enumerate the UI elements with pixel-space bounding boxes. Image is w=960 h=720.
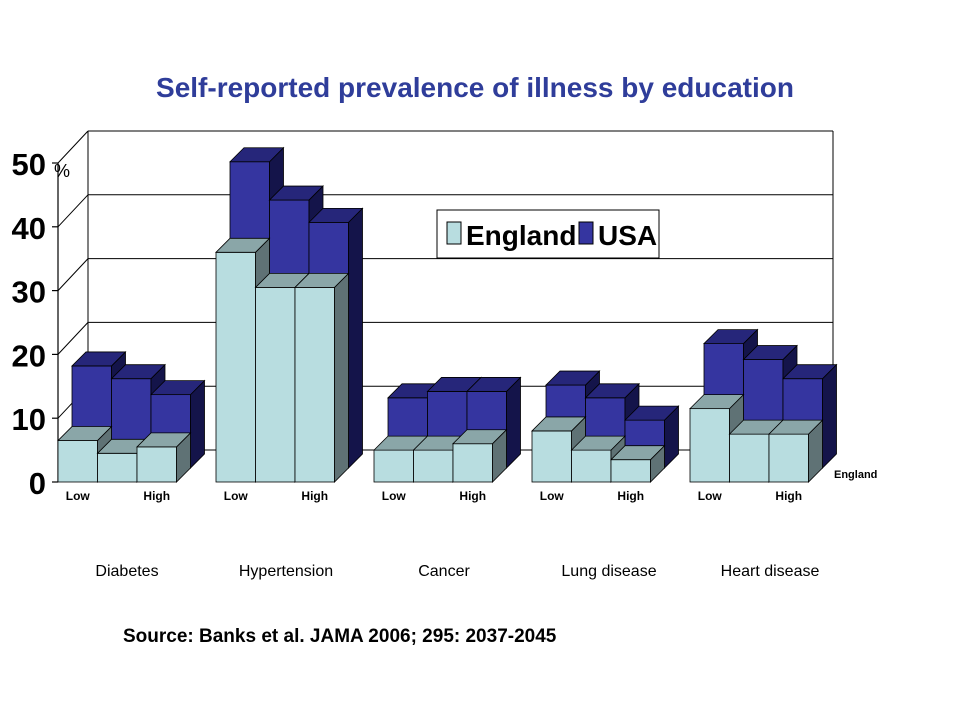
- education-level-label: Low: [540, 489, 565, 503]
- legend: England USA: [436, 209, 660, 259]
- england-bar-front: [413, 449, 454, 483]
- england-bar-top: [57, 426, 113, 441]
- y-tick-label: 50: [12, 147, 46, 182]
- england-bar-front: [689, 408, 730, 483]
- category-label: Heart disease: [720, 563, 820, 580]
- y-tick-label: 30: [12, 275, 46, 310]
- england-bar-front: [136, 446, 177, 483]
- england-bar-top: [452, 429, 508, 445]
- usa-bar-side: [506, 376, 521, 469]
- england-bar-front: [97, 452, 138, 483]
- education-level-label: Low: [66, 489, 91, 503]
- education-level-label: High: [301, 489, 328, 503]
- education-level-label: High: [617, 489, 644, 503]
- gridline-diagonal: [57, 194, 89, 228]
- england-bar-top: [689, 394, 745, 410]
- education-level-label: High: [143, 489, 170, 503]
- england-bar-top: [294, 273, 350, 288]
- legend-label-england: England: [466, 220, 576, 251]
- usa-bar-top: [545, 370, 601, 386]
- category-label: Diabetes: [95, 563, 159, 580]
- education-level-label: High: [459, 489, 486, 503]
- usa-bar-top: [229, 147, 285, 163]
- y-tick-label: 20: [12, 338, 46, 373]
- y-tick-label: 0: [29, 466, 46, 501]
- england-bar-side: [334, 272, 349, 483]
- usa-bar-side: [190, 379, 205, 469]
- y-axis: 0 10 20 30 40 50%: [12, 147, 71, 501]
- england-bar-top: [570, 435, 626, 451]
- y-tick-label: 40: [12, 211, 46, 246]
- depth-axis-label: England: [834, 469, 877, 481]
- england-bar-top: [610, 445, 666, 461]
- england-bar-top: [136, 432, 192, 448]
- y-tick-label: 10: [12, 402, 46, 437]
- usa-bar-side: [822, 363, 837, 469]
- england-bar-front: [610, 459, 651, 483]
- legend-label-usa: USA: [598, 220, 657, 251]
- england-bar-top: [531, 416, 587, 432]
- y-unit-label: %: [54, 161, 70, 181]
- bars: [57, 146, 838, 483]
- usa-bar-top: [466, 377, 522, 392]
- legend-box: [436, 209, 660, 259]
- usa-bar-top: [703, 329, 759, 344]
- category-label: Hypertension: [238, 563, 334, 580]
- gridline-diagonal: [57, 130, 89, 164]
- usa-bar-top: [584, 383, 640, 399]
- usa-bar-top: [624, 405, 680, 421]
- source-citation: Source: Banks et al. JAMA 2006; 295: 203…: [123, 626, 557, 647]
- england-bar-front: [452, 443, 493, 483]
- england-bar-front: [768, 433, 809, 483]
- gridline-diagonal: [57, 322, 89, 355]
- usa-bar-side: [348, 207, 363, 469]
- usa-bar-top: [268, 185, 324, 201]
- education-level-label: Low: [382, 489, 407, 503]
- england-bar-front: [531, 430, 572, 483]
- education-level-label: Low: [224, 489, 249, 503]
- category-label: Lung disease: [561, 563, 657, 580]
- usa-bar-top: [150, 380, 206, 396]
- england-bar-front: [729, 433, 770, 483]
- legend-swatch-usa: [578, 221, 594, 245]
- usa-bar-top: [782, 364, 838, 380]
- england-bar-top: [768, 419, 824, 435]
- education-level-label: Low: [698, 489, 723, 503]
- sub-labels: Low High Low High Low High Low High Low High Engla…: [66, 469, 878, 503]
- usa-bar-top: [742, 345, 798, 360]
- category-labels: Diabetes Hypertension Cancer Lung disease He…: [0, 563, 960, 583]
- england-bar-front: [373, 449, 414, 483]
- education-level-label: High: [775, 489, 802, 503]
- chart-title: Self-reported prevalence of illness by e…: [156, 72, 794, 103]
- usa-bar-top: [308, 207, 364, 223]
- england-bar-front: [294, 287, 335, 483]
- gridline-diagonal: [57, 258, 89, 291]
- england-bar-top: [215, 237, 271, 253]
- usa-bar-top: [110, 364, 166, 380]
- england-bar-front: [215, 251, 256, 483]
- category-label: Cancer: [418, 563, 470, 580]
- legend-swatch-england: [446, 221, 462, 245]
- usa-bar-top: [71, 351, 127, 367]
- england-bar-front: [57, 440, 98, 483]
- england-bar-front: [255, 287, 296, 483]
- england-bar-front: [571, 449, 612, 483]
